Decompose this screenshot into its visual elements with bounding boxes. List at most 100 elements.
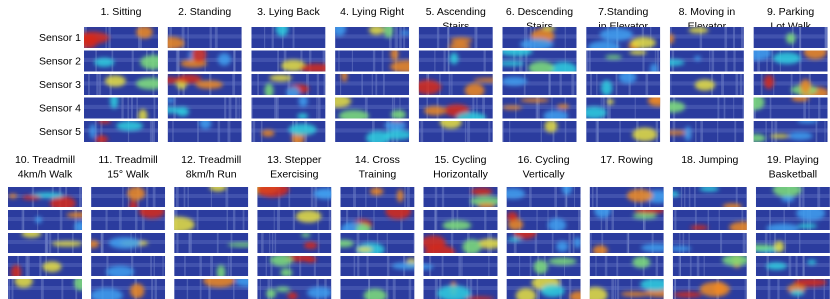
heatmap-blobs xyxy=(270,256,317,276)
heatmap-tile xyxy=(423,279,498,299)
heatmap-blob xyxy=(477,238,498,249)
heatmap-tile xyxy=(502,97,577,119)
heatmap-blob xyxy=(755,244,775,251)
heatmap-blob xyxy=(477,203,495,207)
heatmap-blobs xyxy=(297,97,309,119)
heatmap-blobs xyxy=(203,279,249,288)
heatmap-tile xyxy=(91,256,166,276)
heatmap-bg xyxy=(753,97,828,119)
heatmap-blob xyxy=(650,63,658,72)
heatmap-stripe xyxy=(548,74,551,95)
heatmap-stripe xyxy=(276,97,279,119)
column-title: Basketball xyxy=(769,168,817,180)
heatmap-blobs xyxy=(587,28,656,48)
heatmap-stripe xyxy=(769,210,772,230)
heatmap-blob xyxy=(116,121,144,131)
heatmap-stripe xyxy=(471,187,474,207)
heatmap-blob xyxy=(803,50,827,60)
heatmap-blob xyxy=(139,210,165,219)
heatmap-blob xyxy=(690,225,709,230)
heatmap-tile xyxy=(251,97,326,119)
heatmap-stripe xyxy=(476,97,478,119)
heatmap-blob xyxy=(391,262,415,270)
heatmap-stripe xyxy=(824,27,828,48)
heatmap-stripe xyxy=(654,50,656,72)
heatmap-stripe xyxy=(394,97,396,119)
heatmap-stripe xyxy=(605,210,609,230)
heatmap-blob xyxy=(520,98,550,103)
column-title: 9. Parking xyxy=(767,6,814,18)
heatmap-blob xyxy=(669,33,675,44)
heatmap-stripe xyxy=(288,256,291,276)
heatmap-stripe xyxy=(420,121,424,142)
heatmap-blob xyxy=(605,55,622,60)
heatmap-blob xyxy=(633,210,664,214)
heatmap-blob xyxy=(506,211,518,222)
heatmap-stripe xyxy=(482,97,485,119)
heatmap-stripe xyxy=(340,74,342,95)
heatmap-blob xyxy=(110,97,119,109)
heatmap-band xyxy=(91,286,166,290)
heatmap-stripe xyxy=(617,279,620,299)
heatmap-stripe xyxy=(310,187,314,207)
heatmap-stripe xyxy=(328,210,331,230)
heatmap-blobs xyxy=(766,259,817,270)
heatmap-stripe xyxy=(588,50,591,72)
heatmap-blob xyxy=(620,291,650,297)
heatmap-stripe xyxy=(216,233,219,253)
heatmap-stripe xyxy=(536,97,540,119)
heatmap-stripe xyxy=(450,233,454,253)
heatmap-tile xyxy=(418,121,493,142)
heatmap-blobs xyxy=(180,50,231,68)
heatmap-stripe xyxy=(564,27,566,48)
heatmap-blob xyxy=(313,188,332,200)
heatmap-stripe xyxy=(150,256,152,276)
heatmap-band xyxy=(589,263,664,267)
heatmap-blob xyxy=(136,27,153,39)
heatmap-stripe xyxy=(100,121,103,142)
heatmap-blob xyxy=(340,239,354,248)
heatmap-stripe xyxy=(175,50,179,72)
heatmap-blobs xyxy=(766,210,826,230)
heatmap-tile xyxy=(257,233,332,253)
heatmap-band xyxy=(669,128,744,133)
heatmap-blobs xyxy=(690,221,747,230)
heatmap-stripe xyxy=(783,210,785,230)
heatmap-band xyxy=(669,34,744,39)
heatmap-blob xyxy=(266,288,277,299)
heatmap-blob xyxy=(275,286,290,292)
heatmap-stripe xyxy=(586,50,589,72)
heatmap-stripe xyxy=(267,279,271,299)
heatmap-stripe xyxy=(513,233,517,253)
heatmap-stripe xyxy=(815,121,818,142)
heatmap-blob xyxy=(786,32,796,44)
heatmap-stripe xyxy=(242,210,245,230)
heatmap-blob xyxy=(647,97,661,107)
heatmap-tile xyxy=(335,74,410,95)
heatmap-stripe xyxy=(523,74,526,95)
heatmap-stripe xyxy=(308,50,312,72)
heatmap-band xyxy=(8,217,82,221)
heatmap-stripe xyxy=(784,233,787,253)
heatmap-stripe xyxy=(388,27,392,48)
heatmap-stripe xyxy=(627,233,630,253)
heatmap-stripe xyxy=(353,187,356,207)
heatmap-blob xyxy=(549,61,577,72)
heatmap-tile xyxy=(257,210,332,230)
heatmap-blob xyxy=(699,187,719,192)
heatmap-stripe xyxy=(283,50,287,72)
heatmap-blobs xyxy=(601,74,637,95)
heatmap-stripe xyxy=(572,233,575,253)
heatmap-bg xyxy=(335,74,410,95)
heatmap-blobs xyxy=(506,211,567,230)
heatmap-blobs xyxy=(335,27,410,38)
heatmap-stripe xyxy=(306,74,309,95)
heatmap-blobs xyxy=(669,27,709,44)
heatmap-blob xyxy=(280,268,293,276)
heatmap-stripe xyxy=(645,74,649,95)
heatmap-stripe xyxy=(803,210,805,230)
heatmap-stripe xyxy=(372,50,376,72)
heatmap-stripe xyxy=(176,187,179,207)
heatmap-blob xyxy=(89,123,96,139)
heatmap-stripe xyxy=(316,97,318,119)
